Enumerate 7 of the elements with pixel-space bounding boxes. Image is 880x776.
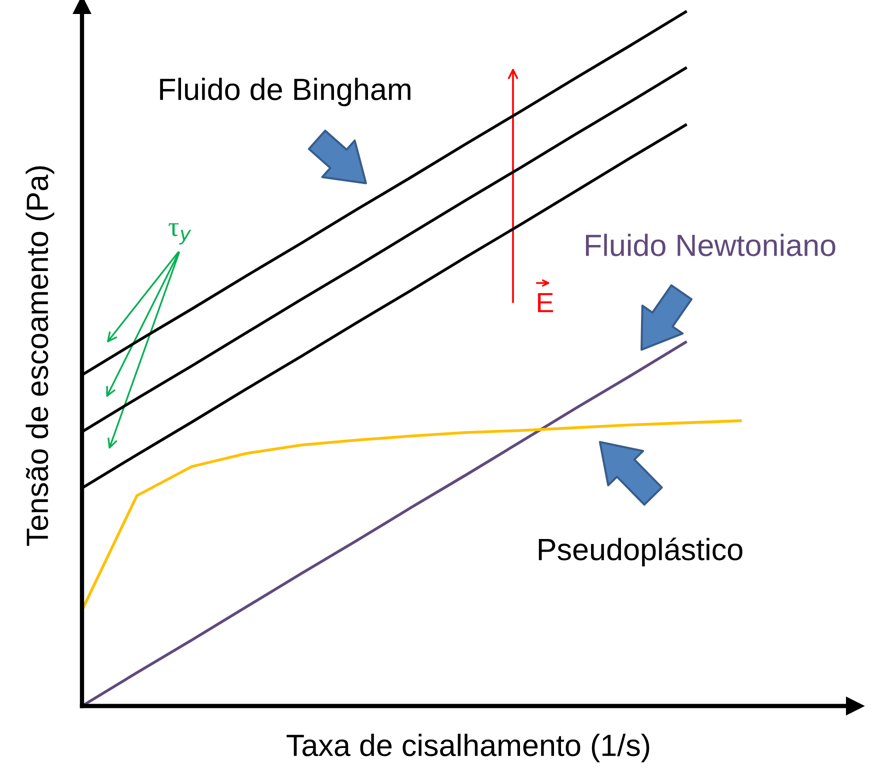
y-axis-title: Tensão de escoamento (Pa) [26,166,54,546]
annotation: E [538,293,554,312]
annotation: Fluido Newtoniano [586,234,836,256]
annotation: Fluido de Bingham [160,78,410,106]
annotation: τ$_{y}$ [168,223,192,245]
annotation: Pseudoplástico [538,538,742,566]
x-axis-title: Taxa de cisalhamento (1/s) [286,734,650,762]
